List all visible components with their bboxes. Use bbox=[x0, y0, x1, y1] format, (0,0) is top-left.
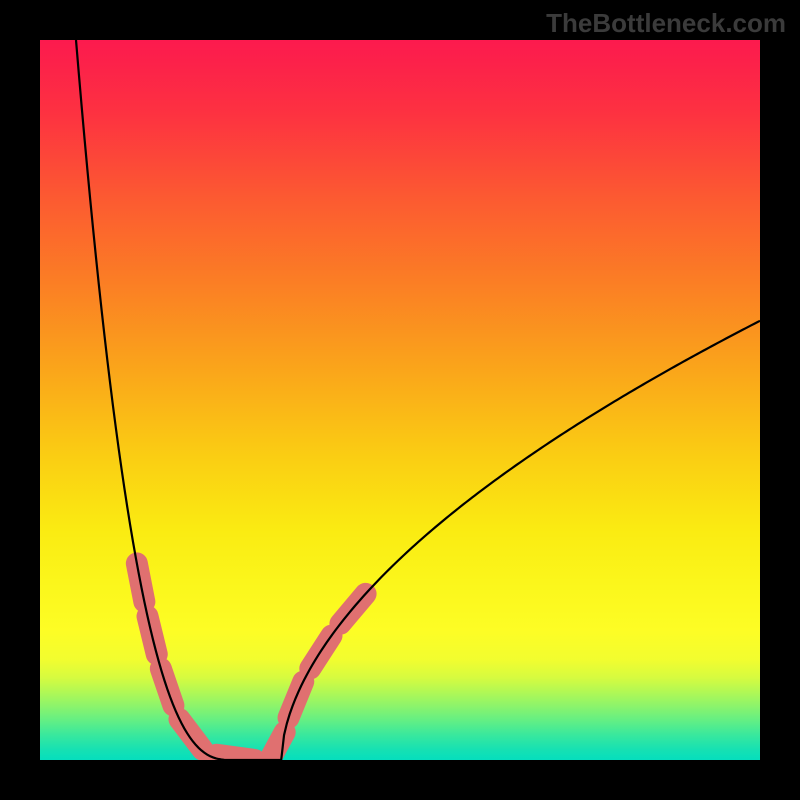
chart-svg bbox=[40, 40, 760, 760]
chart-plot-area bbox=[40, 40, 760, 760]
watermark-text: TheBottleneck.com bbox=[546, 8, 786, 39]
